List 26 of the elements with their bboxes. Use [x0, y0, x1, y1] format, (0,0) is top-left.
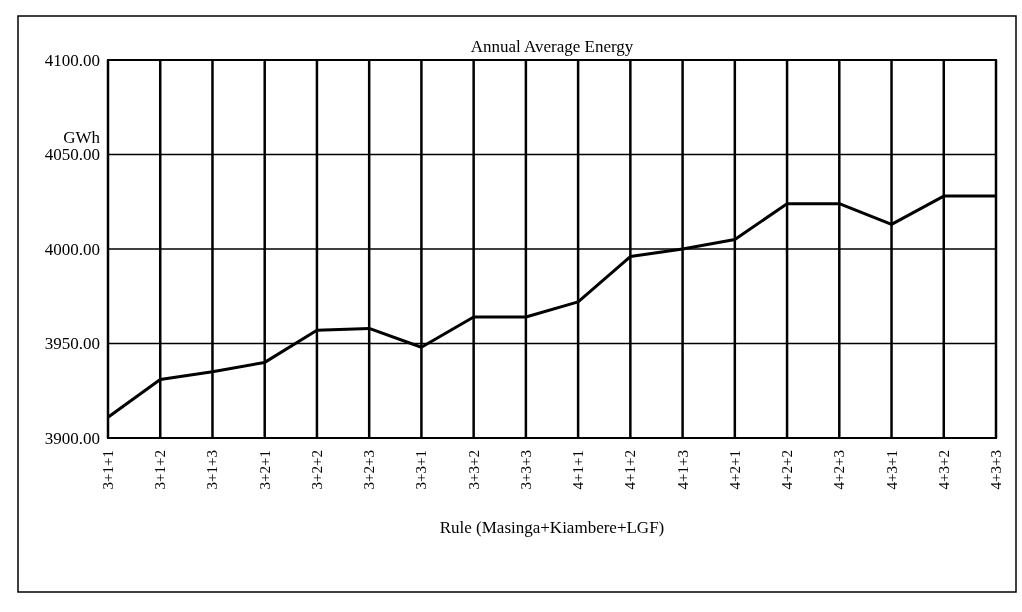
- x-tick-label: 4+2+1: [726, 450, 743, 490]
- x-tick-label: 3+2+3: [361, 450, 378, 490]
- x-tick-label: 3+2+2: [308, 450, 325, 490]
- x-axis-title: Rule (Masinga+Kiambere+LGF): [439, 518, 665, 537]
- y-tick-label: 3950.00: [44, 334, 100, 354]
- x-tick-label: 3+1+3: [204, 450, 221, 490]
- x-tick-label: 3+3+3: [517, 450, 534, 490]
- y-tick-label: 3900.00: [44, 428, 100, 448]
- x-tick-label: 3+2+1: [256, 450, 273, 490]
- x-tick-label: 4+2+3: [831, 450, 848, 490]
- x-tick-label: 4+1+2: [622, 450, 639, 490]
- x-tick-label: 3+3+1: [413, 450, 430, 490]
- x-tick-label: 3+3+2: [465, 450, 482, 490]
- x-tick-label: 4+1+1: [570, 450, 587, 490]
- x-tick-label: 3+1+2: [152, 450, 169, 490]
- x-tick-label: 3+1+1: [100, 450, 116, 490]
- x-tick-label: 4+3+1: [883, 450, 900, 490]
- x-tick-label: 4+3+2: [935, 450, 952, 490]
- y-tick-label: 4050.00: [44, 145, 100, 165]
- x-tick-label: 4+3+3: [988, 450, 1004, 490]
- y-axis-title: GWh: [63, 127, 101, 147]
- x-tick-label: 4+2+2: [779, 450, 796, 490]
- y-tick-label: 4100.00: [44, 50, 100, 70]
- chart-title: Annual Average Energy: [470, 37, 634, 56]
- y-tick-label: 4000.00: [44, 239, 100, 259]
- x-tick-label: 4+1+3: [674, 450, 691, 490]
